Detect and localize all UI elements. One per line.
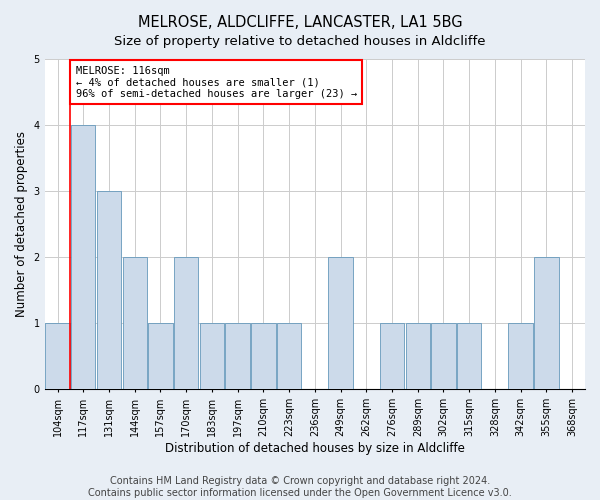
Bar [380,324,404,390]
Bar [97,191,121,390]
Bar [174,258,199,390]
Text: Size of property relative to detached houses in Aldcliffe: Size of property relative to detached ho… [114,35,486,48]
Bar [277,324,301,390]
Text: MELROSE, ALDCLIFFE, LANCASTER, LA1 5BG: MELROSE, ALDCLIFFE, LANCASTER, LA1 5BG [137,15,463,30]
Text: MELROSE: 116sqm
← 4% of detached houses are smaller (1)
96% of semi-detached hou: MELROSE: 116sqm ← 4% of detached houses … [76,66,357,99]
Bar [328,258,353,390]
Bar [46,324,70,390]
Y-axis label: Number of detached properties: Number of detached properties [15,131,28,317]
Bar [508,324,533,390]
Bar [431,324,456,390]
Bar [457,324,481,390]
Bar [406,324,430,390]
Bar [71,125,95,390]
Bar [534,258,559,390]
Bar [226,324,250,390]
Bar [148,324,173,390]
Bar [251,324,275,390]
Bar [200,324,224,390]
X-axis label: Distribution of detached houses by size in Aldcliffe: Distribution of detached houses by size … [165,442,465,455]
Text: Contains HM Land Registry data © Crown copyright and database right 2024.
Contai: Contains HM Land Registry data © Crown c… [88,476,512,498]
Bar [122,258,147,390]
